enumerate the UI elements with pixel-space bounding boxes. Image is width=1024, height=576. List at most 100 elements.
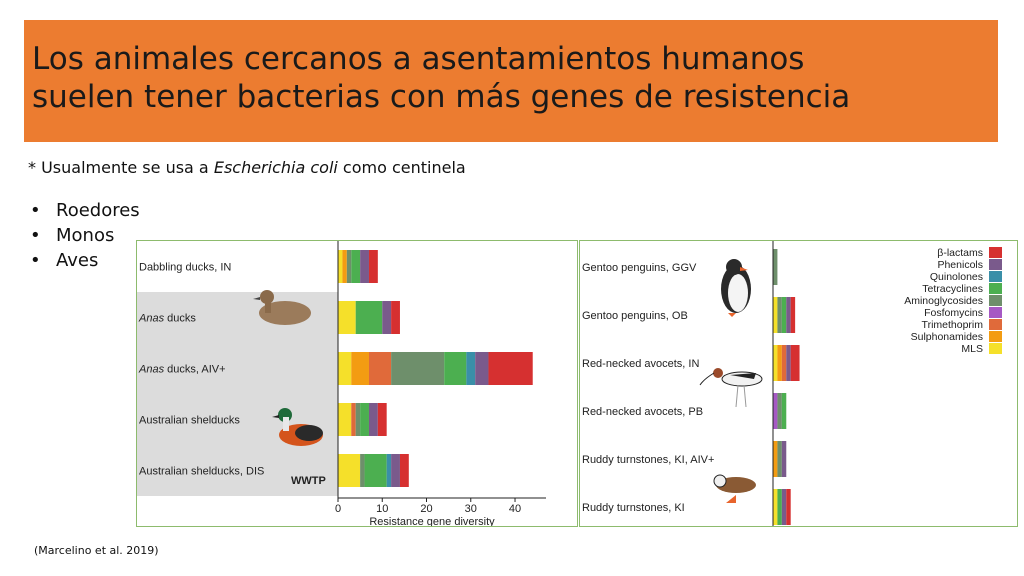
duck-body xyxy=(259,301,311,325)
avocet-bill xyxy=(699,372,715,386)
subtitle: * Usualmente se usa a Escherichia coli c… xyxy=(28,158,466,177)
bar-segment xyxy=(773,489,778,525)
legend-label: Quinolones xyxy=(930,271,983,283)
bar-segment xyxy=(444,352,467,385)
bar-segment xyxy=(790,345,800,381)
subtitle-species: Escherichia coli xyxy=(213,158,338,177)
bar-segment xyxy=(781,297,787,333)
duck-bill xyxy=(253,297,260,300)
bar-segment xyxy=(786,489,791,525)
wwtp-band xyxy=(137,292,338,496)
bar-segment xyxy=(777,393,782,429)
turnstone-head xyxy=(713,474,727,488)
turnstone-legs xyxy=(726,495,736,503)
x-tick-label: 0 xyxy=(335,503,341,515)
bar-segment xyxy=(368,352,392,385)
bar-segment xyxy=(399,454,409,487)
bar-segment xyxy=(466,352,476,385)
bar-segment xyxy=(368,403,378,436)
penguin-belly xyxy=(728,274,748,312)
category-label: Gentoo penguins, GGV xyxy=(582,262,697,274)
duck-neck xyxy=(265,299,271,313)
duck-icon xyxy=(253,290,311,325)
bar-segment xyxy=(355,301,383,334)
x-tick-label: 20 xyxy=(420,503,432,515)
category-label: Anas ducks xyxy=(138,313,196,325)
bullet-item: Roedores xyxy=(30,198,140,223)
x-axis-title: Resistance gene diversity xyxy=(369,516,495,526)
bar-segment xyxy=(338,403,352,436)
subtitle-prefix: * Usualmente se usa a xyxy=(28,158,214,177)
legend-swatch xyxy=(989,343,1002,354)
bar-segment xyxy=(773,345,778,381)
bar-segment xyxy=(777,345,782,381)
bar-segment xyxy=(338,301,356,334)
legend-swatch xyxy=(989,283,1002,294)
right-chart: Gentoo penguins, GGV Gentoo penguins, OB R… xyxy=(582,241,1002,526)
bullet-item: Monos xyxy=(30,223,140,248)
bar-segment xyxy=(338,454,361,487)
bar-segment xyxy=(342,250,347,283)
bullet-item: Aves xyxy=(30,248,140,273)
legend-swatch xyxy=(989,319,1002,330)
left-chart-panel: WWTP Dabbling ducks, IN Anas ducks Anas duc… xyxy=(136,240,578,528)
penguin-feet xyxy=(728,313,736,317)
bar-segment xyxy=(351,250,361,283)
penguin-beak xyxy=(740,267,748,271)
bar-segment xyxy=(351,403,356,436)
bar-segment xyxy=(790,297,796,333)
category-label: Ruddy turnstones, KI, AIV+ xyxy=(582,454,714,466)
bar-segment xyxy=(777,441,782,477)
left-chart: WWTP Dabbling ducks, IN Anas ducks Anas duc… xyxy=(137,241,546,528)
bar-segment xyxy=(360,403,369,436)
legend-swatch xyxy=(989,271,1002,282)
penguin-icon xyxy=(721,259,751,317)
avocet-wing xyxy=(730,373,756,379)
bar-segment xyxy=(781,345,787,381)
bar-segment xyxy=(773,297,778,333)
legend-label: Tetracyclines xyxy=(922,283,983,295)
bar-segment xyxy=(781,441,787,477)
x-tick-label: 10 xyxy=(376,503,388,515)
avocet-leg xyxy=(743,384,747,408)
avocet-leg xyxy=(735,384,739,408)
subtitle-suffix: como centinela xyxy=(337,158,466,177)
legend-swatch xyxy=(989,295,1002,306)
bar-segment xyxy=(488,352,533,385)
title-line-2: suelen tener bacterias con más genes de … xyxy=(32,79,851,115)
shelduck-bill xyxy=(272,415,279,418)
bar-segment xyxy=(360,250,369,283)
category-label: Australian shelducks, DIS xyxy=(139,466,264,478)
bar-segment xyxy=(355,403,361,436)
legend-label: β-lactams xyxy=(937,247,983,259)
bar-segment xyxy=(364,454,387,487)
x-tick-label: 30 xyxy=(465,503,477,515)
x-tick-label: 40 xyxy=(509,503,521,515)
bar-segment xyxy=(382,301,392,334)
bar-segment xyxy=(475,352,489,385)
legend-label: MLS xyxy=(961,343,983,355)
title-band: Los animales cercanos a asentamientos hu… xyxy=(24,20,998,142)
legend-label: Sulphonamides xyxy=(911,331,983,343)
penguin-head xyxy=(726,259,742,275)
legend-label: Trimethoprim xyxy=(922,319,984,331)
legend-swatch xyxy=(989,247,1002,258)
legend-label: Fosfomycins xyxy=(924,307,983,319)
wwtp-label: WWTP xyxy=(291,475,326,487)
bar-segment xyxy=(781,489,787,525)
legend-label: Aminoglycosides xyxy=(904,295,983,307)
bar-segment xyxy=(773,441,778,477)
title-line-1: Los animales cercanos a asentamientos hu… xyxy=(32,41,805,77)
bar-segment xyxy=(786,297,791,333)
bar-segment xyxy=(773,249,778,285)
category-label: Ruddy turnstones, KI xyxy=(582,502,685,514)
category-label: Dabbling ducks, IN xyxy=(139,262,231,274)
bar-segment xyxy=(777,489,782,525)
bar-segment xyxy=(377,403,387,436)
bar-segment xyxy=(773,393,778,429)
avocet-head xyxy=(713,368,723,378)
category-label: Red-necked avocets, IN xyxy=(582,358,699,370)
shelduck-icon xyxy=(272,408,323,446)
bar-segment xyxy=(391,301,400,334)
right-chart-panel: Gentoo penguins, GGV Gentoo penguins, OB R… xyxy=(579,240,1018,527)
